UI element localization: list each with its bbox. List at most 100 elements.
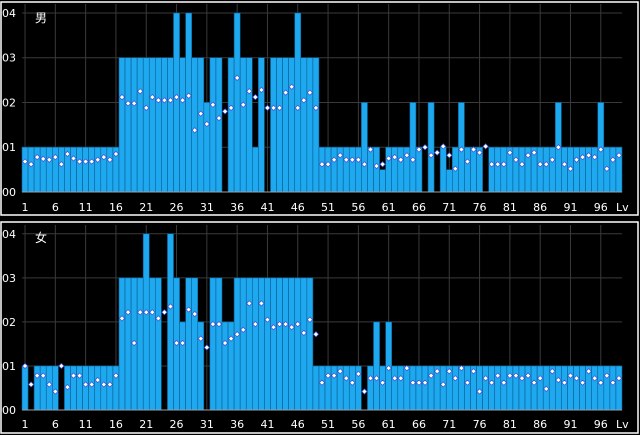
data-point <box>452 165 459 172</box>
data-point <box>155 315 162 322</box>
bar <box>300 277 308 411</box>
bar <box>100 365 108 411</box>
data-point <box>52 388 59 395</box>
bar <box>306 277 314 411</box>
bar <box>361 102 368 193</box>
data-point <box>209 321 217 328</box>
x-tick-label: 41 <box>260 418 274 431</box>
data-point <box>567 165 574 172</box>
data-point <box>94 156 101 163</box>
x-tick-label: 91 <box>563 201 577 214</box>
bar <box>488 365 496 411</box>
data-point <box>240 101 247 108</box>
data-point <box>300 97 307 104</box>
bar <box>21 365 29 411</box>
x-tick-label: 11 <box>79 418 93 431</box>
bar <box>82 146 89 193</box>
data-point <box>131 339 138 347</box>
data-point <box>137 309 144 316</box>
data-point <box>494 372 501 379</box>
bar <box>245 57 253 193</box>
data-point <box>161 97 168 104</box>
data-point <box>191 310 198 318</box>
data-point <box>391 153 398 161</box>
data-point <box>294 321 301 328</box>
bar <box>439 365 447 411</box>
x-tick-label: 46 <box>291 418 305 431</box>
bar <box>252 277 259 411</box>
x-tick-label: 51 <box>321 418 335 431</box>
data-point <box>482 375 489 382</box>
x-tick-label: 36 <box>230 418 244 431</box>
data-point <box>427 152 435 159</box>
data-point <box>549 156 556 163</box>
data-point <box>391 375 398 382</box>
bar <box>252 146 259 193</box>
bar <box>609 146 617 193</box>
data-point <box>349 379 356 386</box>
bar <box>476 365 483 411</box>
x-tick-label: 56 <box>351 201 365 214</box>
data-point <box>149 309 156 316</box>
bar <box>106 365 114 411</box>
bar <box>88 365 96 411</box>
data-point <box>409 156 417 163</box>
x-tick-label: 86 <box>533 201 547 214</box>
x-tick-label: 71 <box>442 201 456 214</box>
bar <box>179 57 186 193</box>
bar <box>191 277 199 411</box>
data-point <box>415 146 423 153</box>
bar <box>118 57 126 193</box>
data-point <box>561 379 568 386</box>
x-tick-label: 6 <box>52 201 59 214</box>
data-point <box>494 161 501 168</box>
x-tick-label: 96 <box>594 201 608 214</box>
bar <box>82 365 89 411</box>
data-point <box>64 384 71 391</box>
data-point <box>500 161 507 168</box>
bar <box>421 365 429 411</box>
bar <box>270 277 277 411</box>
data-point <box>21 362 29 370</box>
data-point <box>264 104 271 111</box>
bar <box>312 365 320 411</box>
chart-title: 男 <box>35 11 47 25</box>
data-point <box>70 155 77 162</box>
x-tick-label: 16 <box>109 418 123 431</box>
data-point <box>603 165 610 172</box>
bar <box>573 146 580 193</box>
data-point <box>312 104 320 111</box>
bar <box>136 277 144 411</box>
data-point <box>609 156 617 163</box>
data-point <box>46 381 53 388</box>
bar <box>342 146 350 193</box>
data-point <box>464 158 471 165</box>
bar <box>276 57 283 193</box>
data-point <box>246 88 253 95</box>
x-axis-unit: Lv <box>616 418 629 431</box>
data-point <box>446 152 453 159</box>
data-point <box>82 381 89 388</box>
data-point <box>27 161 35 168</box>
bar <box>282 277 289 411</box>
bar <box>488 146 496 193</box>
x-tick-label: 56 <box>351 418 365 431</box>
bar <box>409 102 417 193</box>
bar <box>518 146 526 193</box>
data-point <box>537 161 544 168</box>
data-point <box>379 161 386 168</box>
chart-title: 女 <box>35 230 47 245</box>
x-tick-label: 76 <box>473 201 487 214</box>
x-tick-label: 26 <box>170 418 184 431</box>
bar <box>355 146 362 193</box>
data-point <box>324 161 332 168</box>
bar <box>191 57 199 193</box>
bar <box>270 57 277 193</box>
data-point <box>567 372 574 379</box>
panel-frame <box>0 221 639 434</box>
data-point <box>349 156 356 163</box>
data-point <box>343 375 350 382</box>
data-point <box>385 365 392 372</box>
data-point <box>167 97 174 104</box>
